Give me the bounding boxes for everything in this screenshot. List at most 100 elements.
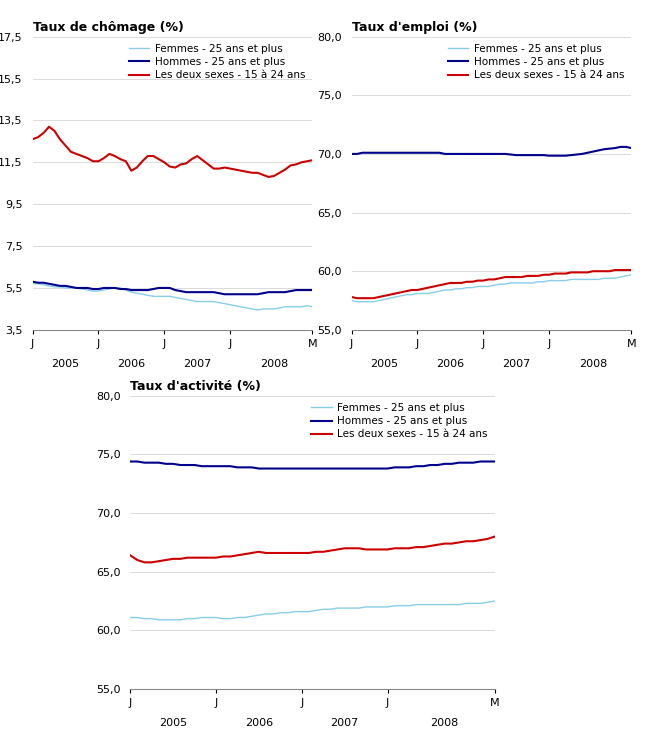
Text: Taux d'emploi (%): Taux d'emploi (%) [352,21,477,34]
Les deux sexes - 15 à 24 ans [452,279,460,287]
Text: Taux de chômage (%): Taux de chômage (%) [33,21,184,34]
Les deux sexes - 15 à 24 ans [133,163,141,172]
Femmes - 25 ans et plus [628,270,635,279]
Les deux sexes - 15 à 24 ans [262,548,270,557]
Legend: Femmes - 25 ans et plus, Hommes - 25 ans et plus, Les deux sexes - 15 à 24 ans: Femmes - 25 ans et plus, Hommes - 25 ans… [126,42,307,82]
Text: Taux d'activité (%): Taux d'activité (%) [130,380,261,394]
Line: Hommes - 25 ans et plus: Hommes - 25 ans et plus [352,147,631,155]
Text: 2008: 2008 [260,359,288,369]
Femmes - 25 ans et plus [452,284,460,293]
Femmes - 25 ans et plus [353,298,361,306]
Femmes - 25 ans et plus [485,282,493,291]
Femmes - 25 ans et plus [611,274,619,283]
Hommes - 25 ans et plus [496,150,504,158]
Hommes - 25 ans et plus [210,288,217,297]
Les deux sexes - 15 à 24 ans [611,265,619,274]
Les deux sexes - 15 à 24 ans [162,556,170,564]
Les deux sexes - 15 à 24 ans [628,265,635,274]
Femmes - 25 ans et plus [348,296,355,305]
Hommes - 25 ans et plus [29,277,36,286]
Text: 2008: 2008 [579,359,607,369]
Femmes - 25 ans et plus [469,599,477,608]
Hommes - 25 ans et plus [160,284,168,292]
Hommes - 25 ans et plus [128,286,135,295]
Les deux sexes - 15 à 24 ans [501,273,509,281]
Femmes - 25 ans et plus [375,296,383,305]
Hommes - 25 ans et plus [305,464,313,473]
Text: 2005: 2005 [51,359,79,369]
Hommes - 25 ans et plus [370,148,378,157]
Line: Femmes - 25 ans et plus: Femmes - 25 ans et plus [130,601,495,620]
Les deux sexes - 15 à 24 ans [353,294,361,303]
Line: Hommes - 25 ans et plus: Hommes - 25 ans et plus [33,281,312,294]
Text: 2007: 2007 [502,359,531,369]
Les deux sexes - 15 à 24 ans [166,162,174,171]
Femmes - 25 ans et plus [523,279,531,287]
Line: Les deux sexes - 15 à 24 ans: Les deux sexes - 15 à 24 ans [130,537,495,562]
Les deux sexes - 15 à 24 ans [369,545,377,554]
Text: 2007: 2007 [331,718,359,729]
Hommes - 25 ans et plus [355,464,363,473]
Les deux sexes - 15 à 24 ans [141,558,148,567]
Legend: Femmes - 25 ans et plus, Hommes - 25 ans et plus, Les deux sexes - 15 à 24 ans: Femmes - 25 ans et plus, Hommes - 25 ans… [309,401,490,441]
Hommes - 25 ans et plus [292,286,300,295]
Legend: Femmes - 25 ans et plus, Hommes - 25 ans et plus, Les deux sexes - 15 à 24 ans: Femmes - 25 ans et plus, Hommes - 25 ans… [445,42,626,82]
Les deux sexes - 15 à 24 ans [375,292,383,301]
Les deux sexes - 15 à 24 ans [523,271,531,280]
Hommes - 25 ans et plus [546,151,553,160]
Femmes - 25 ans et plus [128,288,135,297]
Line: Les deux sexes - 15 à 24 ans: Les deux sexes - 15 à 24 ans [33,127,312,177]
Hommes - 25 ans et plus [155,458,163,467]
Les deux sexes - 15 à 24 ans [56,135,64,144]
Hommes - 25 ans et plus [469,458,477,467]
Femmes - 25 ans et plus [126,613,134,622]
Les deux sexes - 15 à 24 ans [29,135,36,144]
Hommes - 25 ans et plus [348,150,355,158]
Hommes - 25 ans et plus [255,464,263,473]
Les deux sexes - 15 à 24 ans [348,292,355,301]
Femmes - 25 ans et plus [355,604,363,613]
Femmes - 25 ans et plus [369,603,377,611]
Les deux sexes - 15 à 24 ans [204,160,212,169]
Hommes - 25 ans et plus [309,286,316,295]
Les deux sexes - 15 à 24 ans [534,271,542,280]
Femmes - 25 ans et plus [534,277,542,286]
Femmes - 25 ans et plus [262,610,270,619]
Line: Femmes - 25 ans et plus: Femmes - 25 ans et plus [33,284,312,310]
Hommes - 25 ans et plus [262,464,270,473]
Text: 2006: 2006 [436,359,464,369]
Hommes - 25 ans et plus [616,142,624,151]
Hommes - 25 ans et plus [199,288,206,297]
Hommes - 25 ans et plus [628,144,635,152]
Femmes - 25 ans et plus [162,616,170,625]
Text: 2006: 2006 [117,359,145,369]
Les deux sexes - 15 à 24 ans [215,164,223,173]
Femmes - 25 ans et plus [292,303,300,312]
Hommes - 25 ans et plus [529,151,536,160]
Les deux sexes - 15 à 24 ans [265,172,273,181]
Hommes - 25 ans et plus [518,151,525,160]
Les deux sexes - 15 à 24 ans [469,537,477,545]
Les deux sexes - 15 à 24 ans [485,275,493,284]
Femmes - 25 ans et plus [160,292,168,301]
Hommes - 25 ans et plus [447,150,454,158]
Text: 2008: 2008 [430,718,459,729]
Les deux sexes - 15 à 24 ans [45,122,53,131]
Line: Hommes - 25 ans et plus: Hommes - 25 ans et plus [130,462,495,468]
Text: 2007: 2007 [183,359,212,369]
Femmes - 25 ans et plus [155,616,163,625]
Femmes - 25 ans et plus [491,597,499,605]
Text: 2006: 2006 [245,718,273,729]
Femmes - 25 ans et plus [199,297,206,306]
Hommes - 25 ans et plus [369,464,377,473]
Femmes - 25 ans et plus [305,607,313,616]
Les deux sexes - 15 à 24 ans [355,544,363,553]
Les deux sexes - 15 à 24 ans [305,548,313,557]
Femmes - 25 ans et plus [29,279,36,288]
Hommes - 25 ans et plus [491,457,499,466]
Line: Femmes - 25 ans et plus: Femmes - 25 ans et plus [352,275,631,302]
Hommes - 25 ans et plus [479,150,487,158]
Les deux sexes - 15 à 24 ans [309,156,316,165]
Femmes - 25 ans et plus [210,297,217,306]
Les deux sexes - 15 à 24 ans [182,159,190,168]
